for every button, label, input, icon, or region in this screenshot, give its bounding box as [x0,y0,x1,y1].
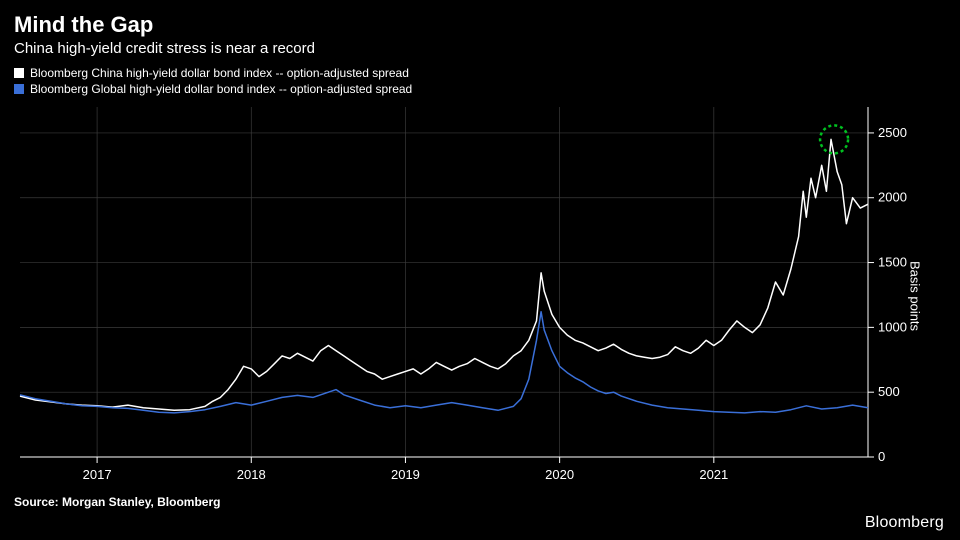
svg-text:1000: 1000 [878,320,907,335]
svg-text:2500: 2500 [878,125,907,140]
source-text: Source: Morgan Stanley, Bloomberg [14,495,946,509]
legend-item-2: Bloomberg Global high-yield dollar bond … [14,81,946,97]
legend-label-1: Bloomberg China high-yield dollar bond i… [30,65,409,81]
svg-text:2018: 2018 [237,467,266,482]
svg-text:2020: 2020 [545,467,574,482]
svg-text:0: 0 [878,449,885,464]
svg-text:2000: 2000 [878,190,907,205]
svg-text:2019: 2019 [391,467,420,482]
svg-text:1500: 1500 [878,255,907,270]
chart-title: Mind the Gap [14,12,946,38]
chart-area: 0 500 1000 1500 2000 2500 2017 2018 2019 2020 2021… [14,101,946,491]
legend-swatch-2 [14,84,24,94]
chart-svg: 0 500 1000 1500 2000 2500 2017 2018 2019 2020 2021 [14,101,946,491]
svg-text:2021: 2021 [699,467,728,482]
svg-text:500: 500 [878,385,900,400]
y-axis-title: Basis points [907,261,922,331]
legend-swatch-1 [14,68,24,78]
brand-label: Bloomberg [865,514,944,532]
chart-subtitle: China high-yield credit stress is near a… [14,40,946,57]
chart-container: Mind the Gap China high-yield credit str… [0,0,960,540]
svg-text:2017: 2017 [83,467,112,482]
legend-item-1: Bloomberg China high-yield dollar bond i… [14,65,946,81]
legend: Bloomberg China high-yield dollar bond i… [14,65,946,97]
legend-label-2: Bloomberg Global high-yield dollar bond … [30,81,412,97]
